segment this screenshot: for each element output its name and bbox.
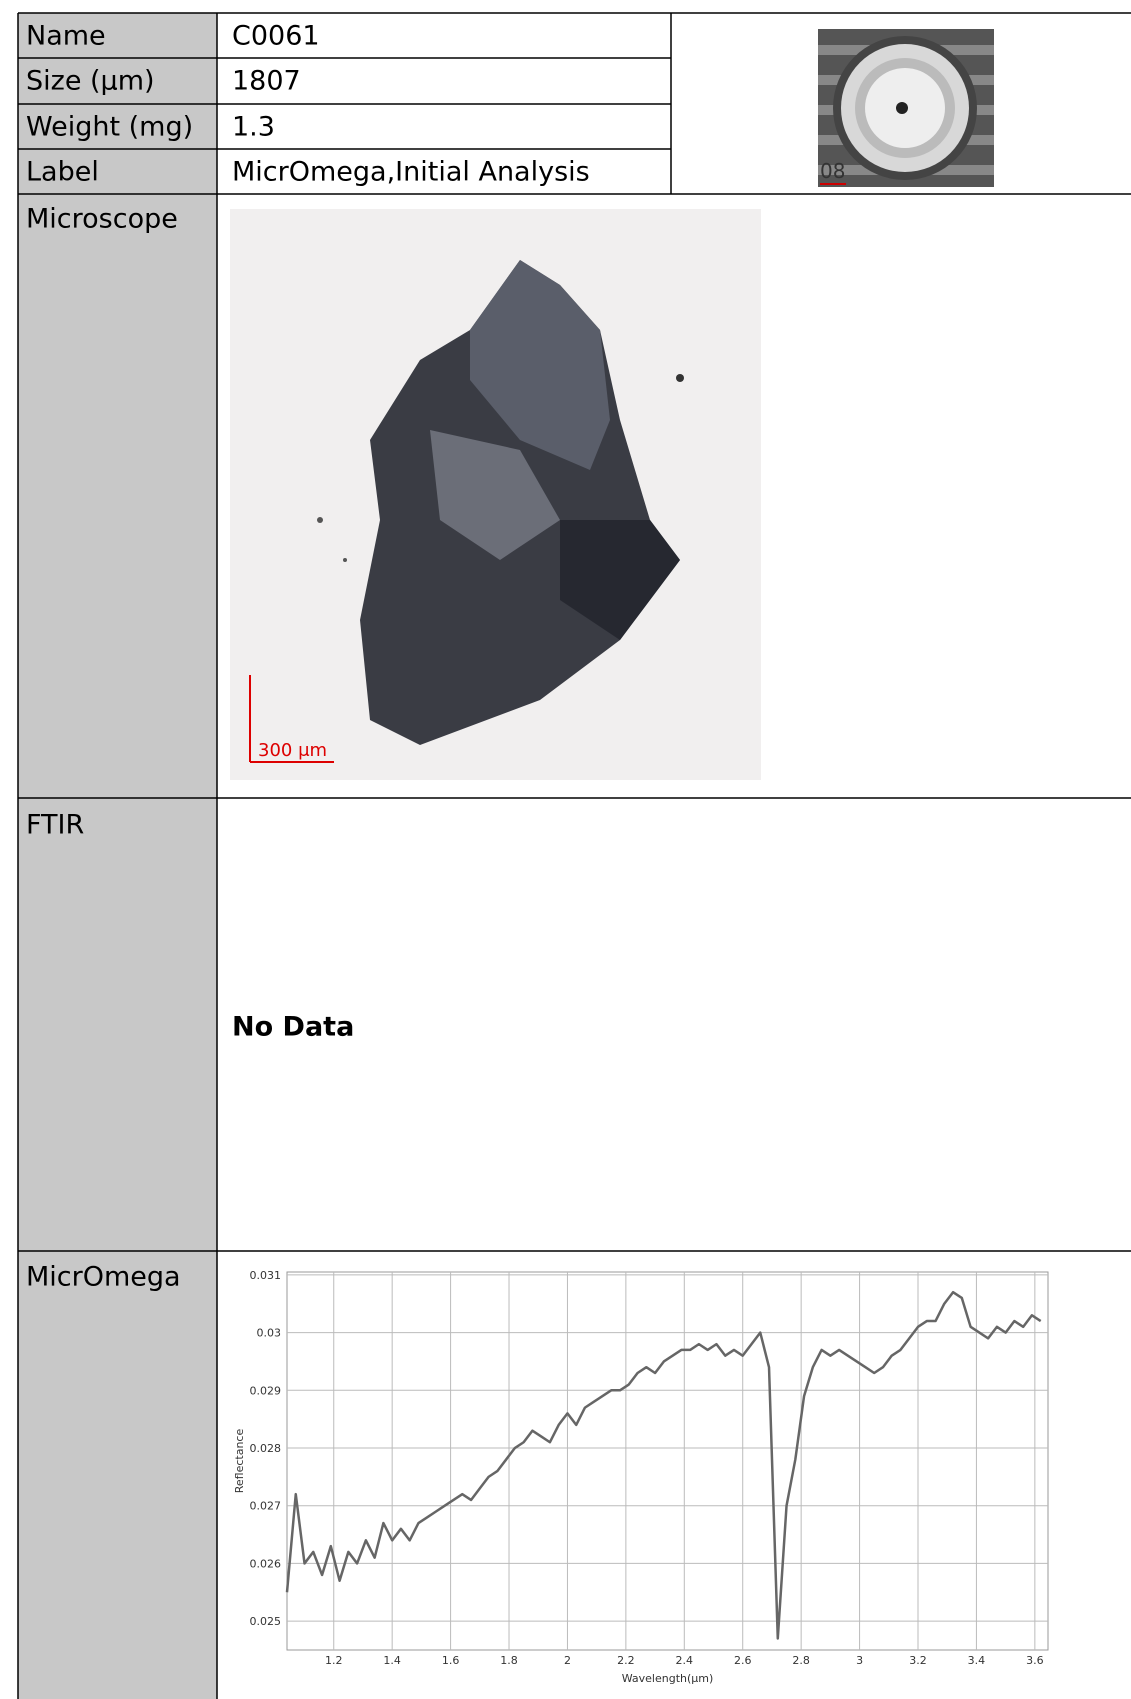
- y-tick-label: 0.029: [250, 1384, 282, 1397]
- x-tick-label: 2.2: [617, 1654, 635, 1667]
- x-axis-label: Wavelength(µm): [622, 1672, 714, 1685]
- header-column: [18, 13, 217, 1699]
- x-tick-label: 1.2: [325, 1654, 343, 1667]
- x-tick-label: 3: [856, 1654, 863, 1667]
- x-tick-label: 2.4: [676, 1654, 694, 1667]
- y-tick-label: 0.026: [250, 1557, 282, 1570]
- x-tick-label: 1.4: [383, 1654, 401, 1667]
- y-tick-label: 0.028: [250, 1442, 282, 1455]
- x-tick-label: 3.6: [1026, 1654, 1044, 1667]
- row-header: FTIR: [26, 810, 84, 841]
- y-tick-label: 0.025: [250, 1615, 282, 1628]
- y-tick-label: 0.027: [250, 1500, 282, 1513]
- x-tick-label: 1.6: [442, 1654, 460, 1667]
- micromega-chart: 0.025 0.026 0.027 0.028 0.029 0.03 0.031 1.2 1.4…: [233, 1269, 1049, 1685]
- table-borders: [17, 12, 1131, 1699]
- row-header: Size (µm): [26, 66, 155, 97]
- x-tick-label: 3.4: [968, 1654, 986, 1667]
- holder-label: 08: [820, 159, 845, 183]
- plot-area: [286, 1271, 1049, 1651]
- x-tick-label: 2.6: [734, 1654, 752, 1667]
- row-value: MicrOmega,Initial Analysis: [232, 157, 590, 188]
- no-data-label: No Data: [232, 1012, 354, 1043]
- x-tick-label: 3.2: [909, 1654, 927, 1667]
- row-header: MicrOmega: [26, 1262, 181, 1293]
- row-header: Microscope: [26, 204, 178, 235]
- holder-photo: 08: [818, 29, 994, 187]
- scale-bar-label: 300 μm: [258, 740, 327, 761]
- row-header: Weight (mg): [26, 112, 193, 143]
- y-axis-label: Reflectance: [233, 1429, 246, 1494]
- microscope-photo: 300 μm: [230, 209, 761, 780]
- y-tick-label: 0.03: [257, 1327, 282, 1340]
- spectrum-line: [285, 1290, 1042, 1640]
- row-value: 1.3: [232, 112, 275, 143]
- y-tick-label: 0.031: [250, 1269, 282, 1282]
- x-tick-label: 1.8: [500, 1654, 518, 1667]
- row-header: Label: [26, 157, 99, 188]
- row-value: 1807: [232, 66, 301, 97]
- row-header: Name: [26, 21, 106, 52]
- x-tick-label: 2.8: [792, 1654, 810, 1667]
- row-value: C0061: [232, 21, 320, 52]
- x-tick-label: 2: [564, 1654, 571, 1667]
